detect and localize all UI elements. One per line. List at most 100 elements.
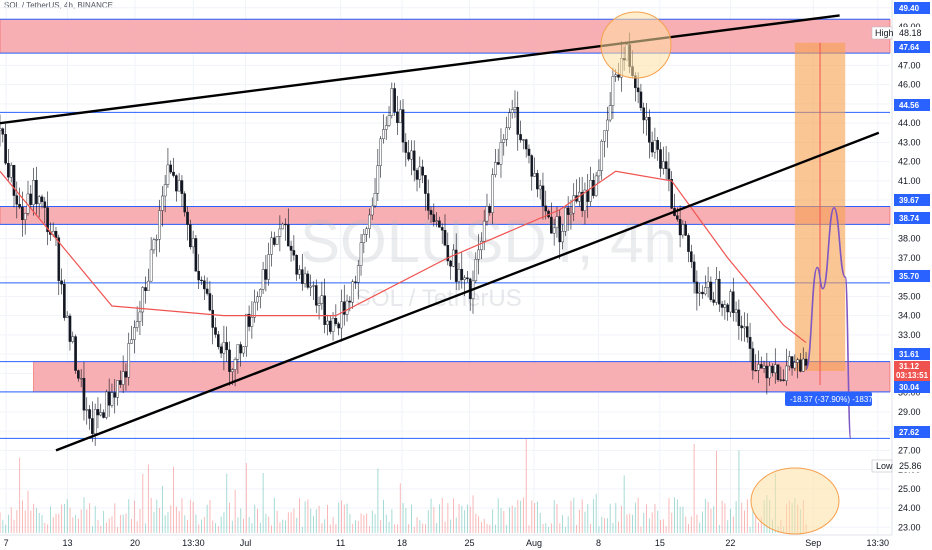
candle-body (580, 191, 584, 211)
candle-body (300, 269, 304, 284)
supply-demand-zones (0, 18, 891, 393)
candle-body (211, 309, 215, 328)
candle-body (298, 269, 301, 275)
candle-body (614, 74, 618, 77)
candle-body (147, 280, 150, 291)
volume-bar (411, 504, 412, 533)
volume-bar (458, 504, 460, 533)
volume-bar (489, 524, 491, 533)
volume-bar (13, 519, 15, 533)
time-axis[interactable]: 7 13 20 13:30 Jul 11 18 25 Aug 8 15 22 Sep 13:30 (0, 534, 932, 550)
volume-bar (562, 515, 564, 533)
volume-bar (282, 519, 284, 533)
volume-bar (570, 500, 572, 533)
volume-bar (430, 498, 432, 533)
volume-bar (724, 503, 726, 533)
candle-body (35, 180, 38, 205)
candle-body (600, 141, 604, 171)
volume-bar (145, 523, 147, 533)
candle-body (12, 164, 16, 196)
candle-body (698, 291, 701, 294)
volume-bar (181, 498, 183, 533)
y-tick-label: 46.00 (898, 80, 921, 90)
volume-bar (427, 510, 429, 533)
candle-body (404, 141, 408, 153)
volume-bar (21, 500, 23, 533)
candle-body (189, 224, 192, 248)
volume-bar (419, 520, 421, 533)
candle-body (429, 210, 433, 215)
volume-bar (7, 514, 9, 533)
trendlines[interactable] (0, 14, 880, 452)
y-tick-label: 29.00 (898, 407, 921, 417)
candle-body (754, 370, 757, 372)
candle-body (768, 365, 771, 379)
candle-body (701, 291, 704, 295)
candle-body (695, 281, 699, 294)
volume-bar (209, 499, 211, 533)
volume-bar (735, 501, 737, 533)
candle-body (723, 304, 727, 308)
x-tick-label: 8 (596, 538, 601, 548)
candle-body (438, 220, 441, 228)
candle-body (242, 346, 245, 354)
candle-body (54, 230, 58, 238)
volume-bar (257, 508, 258, 533)
candle-body (494, 162, 497, 175)
candle-body (782, 379, 785, 381)
candle-body (426, 193, 430, 211)
volume-bar (702, 511, 703, 533)
volume-bar (125, 513, 127, 533)
volume-bars (0, 439, 807, 533)
candle-body (449, 260, 452, 267)
candle-body (692, 261, 696, 283)
volume-bar (63, 504, 65, 533)
volume-bar (472, 495, 474, 533)
volume-bar (548, 526, 550, 533)
volume-bar (758, 522, 759, 533)
volume-bar (259, 522, 261, 533)
candle-body (373, 193, 377, 207)
label-current-price: 31.12 (899, 362, 920, 371)
y-tick-label: 33.00 (898, 330, 921, 340)
candle-body (152, 239, 156, 251)
volume-bar (704, 498, 706, 533)
candle-body (267, 254, 270, 280)
candle-body (107, 391, 111, 406)
candle-body (326, 320, 329, 325)
volume-bar (355, 520, 356, 533)
candle-body (734, 309, 738, 313)
candle-body (412, 150, 416, 171)
candle-body (284, 223, 287, 226)
volume-bar (545, 522, 547, 533)
volume-bar (47, 524, 49, 533)
volume-highlight-ellipse[interactable] (750, 467, 840, 535)
label-mid-zone-top: 39.67 (899, 196, 920, 205)
projection-path[interactable] (805, 207, 852, 440)
candle-body (60, 280, 63, 285)
candle-body (743, 326, 746, 329)
volume-bar (296, 517, 298, 533)
volume-bar (357, 520, 359, 533)
candle-body (258, 289, 262, 297)
volume-bar (422, 523, 424, 533)
volume-bar (304, 501, 306, 533)
volume-bar (609, 503, 611, 533)
volume-bar (517, 499, 519, 533)
volume-bar (648, 518, 650, 533)
candle-body (351, 281, 354, 303)
candle-body (144, 287, 147, 291)
volume-bar (671, 512, 673, 533)
candle-body (309, 285, 312, 288)
candle-body (779, 379, 783, 381)
candle-body (670, 178, 673, 209)
volume-bar (637, 497, 639, 533)
volume-bar (220, 516, 222, 533)
short-position-tool[interactable] (794, 42, 846, 386)
volume-bar (366, 513, 368, 533)
volume-bar (408, 524, 410, 533)
top-highlight-ellipse[interactable] (600, 11, 672, 79)
volume-bar (662, 519, 664, 533)
label-lower-zone-top: 31.61 (899, 350, 920, 359)
